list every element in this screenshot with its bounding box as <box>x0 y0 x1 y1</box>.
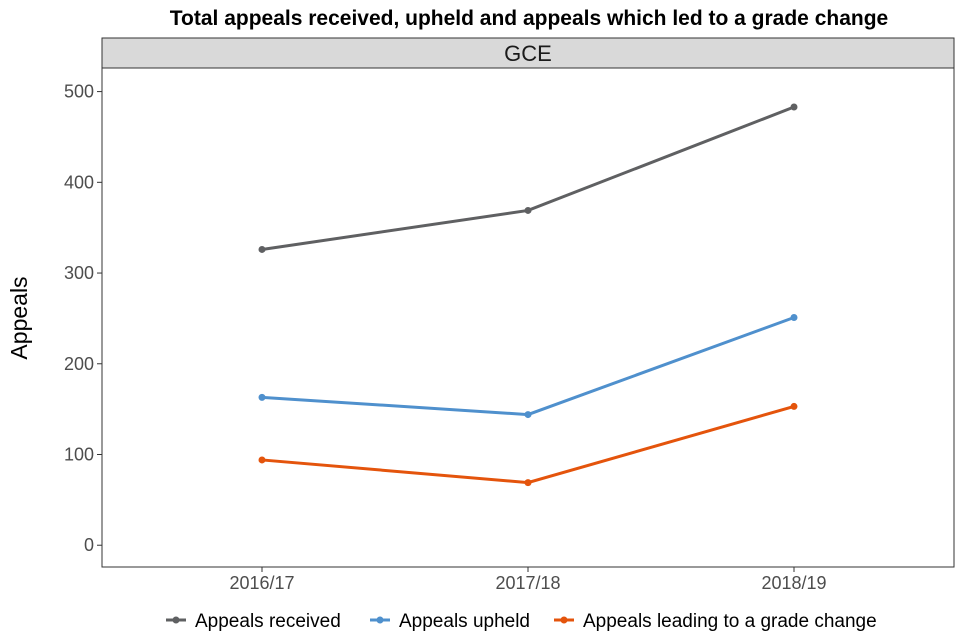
x-tick-label: 2018/19 <box>761 573 826 593</box>
y-tick-label: 500 <box>64 82 94 102</box>
y-tick-label: 0 <box>84 535 94 555</box>
facet-strip <box>101 37 955 69</box>
data-point <box>790 103 798 111</box>
legend-label: Appeals leading to a grade change <box>583 611 877 632</box>
data-point <box>524 411 532 419</box>
y-tick-label: 400 <box>64 172 94 192</box>
data-point <box>258 393 266 401</box>
data-point <box>524 479 532 487</box>
y-axis-label: Appeals <box>6 276 32 359</box>
legend-key-point <box>560 616 568 624</box>
plot-panel <box>101 67 955 568</box>
chart-title: Total appeals received, upheld and appea… <box>170 7 888 30</box>
x-tick-label: 2016/17 <box>229 573 294 593</box>
x-tick-label: 2017/18 <box>495 573 560 593</box>
legend-key-point <box>172 616 180 624</box>
legend-label: Appeals received <box>195 611 341 632</box>
data-point <box>258 456 266 464</box>
legend-key-point <box>376 616 384 624</box>
data-point <box>524 206 532 214</box>
y-tick-label: 200 <box>64 354 94 374</box>
y-tick-label: 300 <box>64 263 94 283</box>
facet-label: GCE <box>504 41 552 66</box>
data-point <box>258 245 266 253</box>
data-point <box>790 314 798 321</box>
data-point <box>790 402 798 410</box>
legend-label: Appeals upheld <box>399 611 530 632</box>
y-tick-label: 100 <box>64 444 94 464</box>
